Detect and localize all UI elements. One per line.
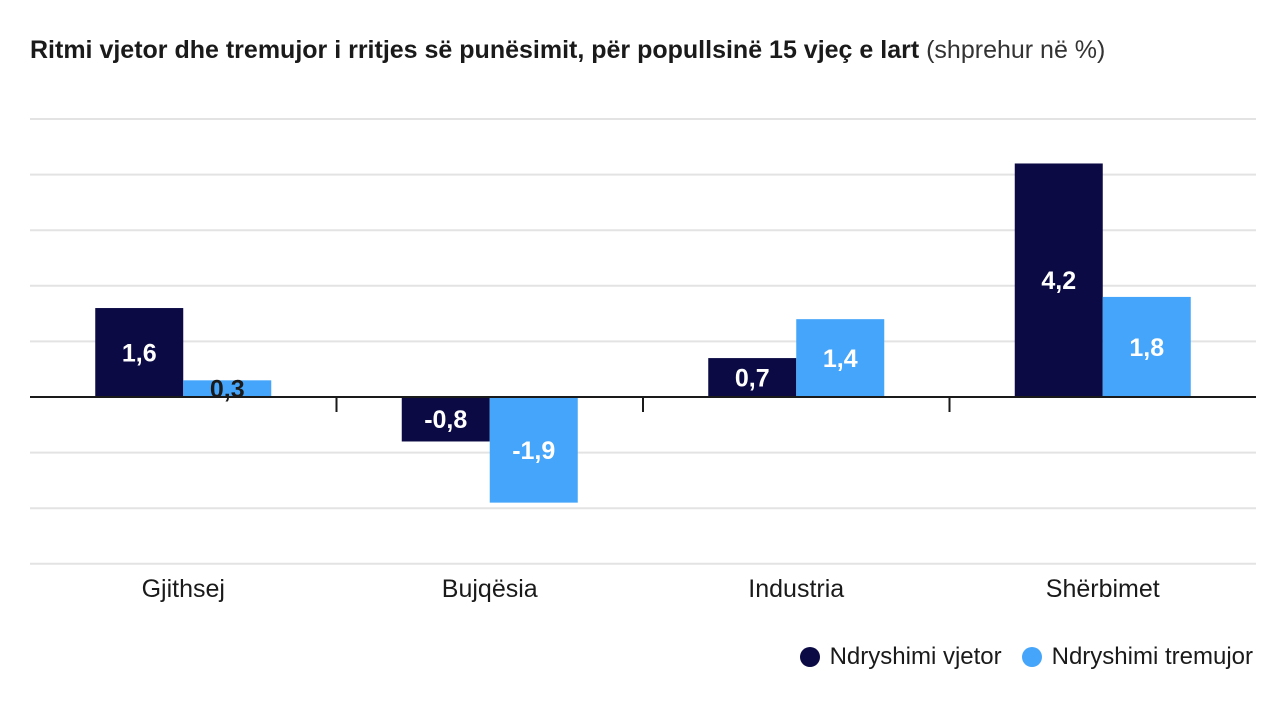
legend-item-quarterly: Ndryshimi tremujor	[1021, 643, 1253, 671]
bar-quarterly	[1102, 296, 1191, 397]
data-label: 0,7	[735, 365, 770, 393]
data-label: 1,8	[1129, 334, 1164, 362]
bar-annual	[1014, 163, 1103, 397]
bar-quarterly	[796, 319, 885, 397]
chart-title-main: Ritmi vjetor dhe tremujor i rritjes së p…	[30, 36, 920, 64]
legend-label-quarterly: Ndryshimi tremujor	[1051, 643, 1253, 670]
chart-title: Ritmi vjetor dhe tremujor i rritjes së p…	[30, 36, 1105, 65]
data-label: -0,8	[424, 406, 467, 434]
category-label: Gjithsej	[142, 575, 225, 603]
bar-annual	[401, 397, 490, 442]
category-label: Shërbimet	[1046, 575, 1160, 603]
data-label: 4,2	[1041, 267, 1076, 295]
bar-quarterly	[183, 380, 272, 397]
legend-label-annual: Ndryshimi vjetor	[829, 643, 1002, 670]
legend: Ndryshimi vjetor Ndryshimi tremujor	[780, 643, 1253, 671]
legend-swatch-annual	[799, 647, 820, 667]
bar-quarterly	[489, 397, 578, 503]
data-label: 1,6	[122, 340, 157, 368]
chart-title-unit: (shprehur në %)	[926, 36, 1106, 64]
data-label: 1,4	[823, 345, 858, 373]
legend-item-annual: Ndryshimi vjetor	[799, 643, 1002, 671]
data-label: -1,9	[512, 437, 555, 465]
category-label: Bujqësia	[442, 575, 538, 603]
bar-annual	[95, 308, 184, 397]
data-label: 0,3	[210, 376, 245, 404]
legend-swatch-quarterly	[1021, 647, 1042, 667]
category-label: Industria	[748, 575, 844, 603]
bar-annual	[708, 358, 797, 397]
